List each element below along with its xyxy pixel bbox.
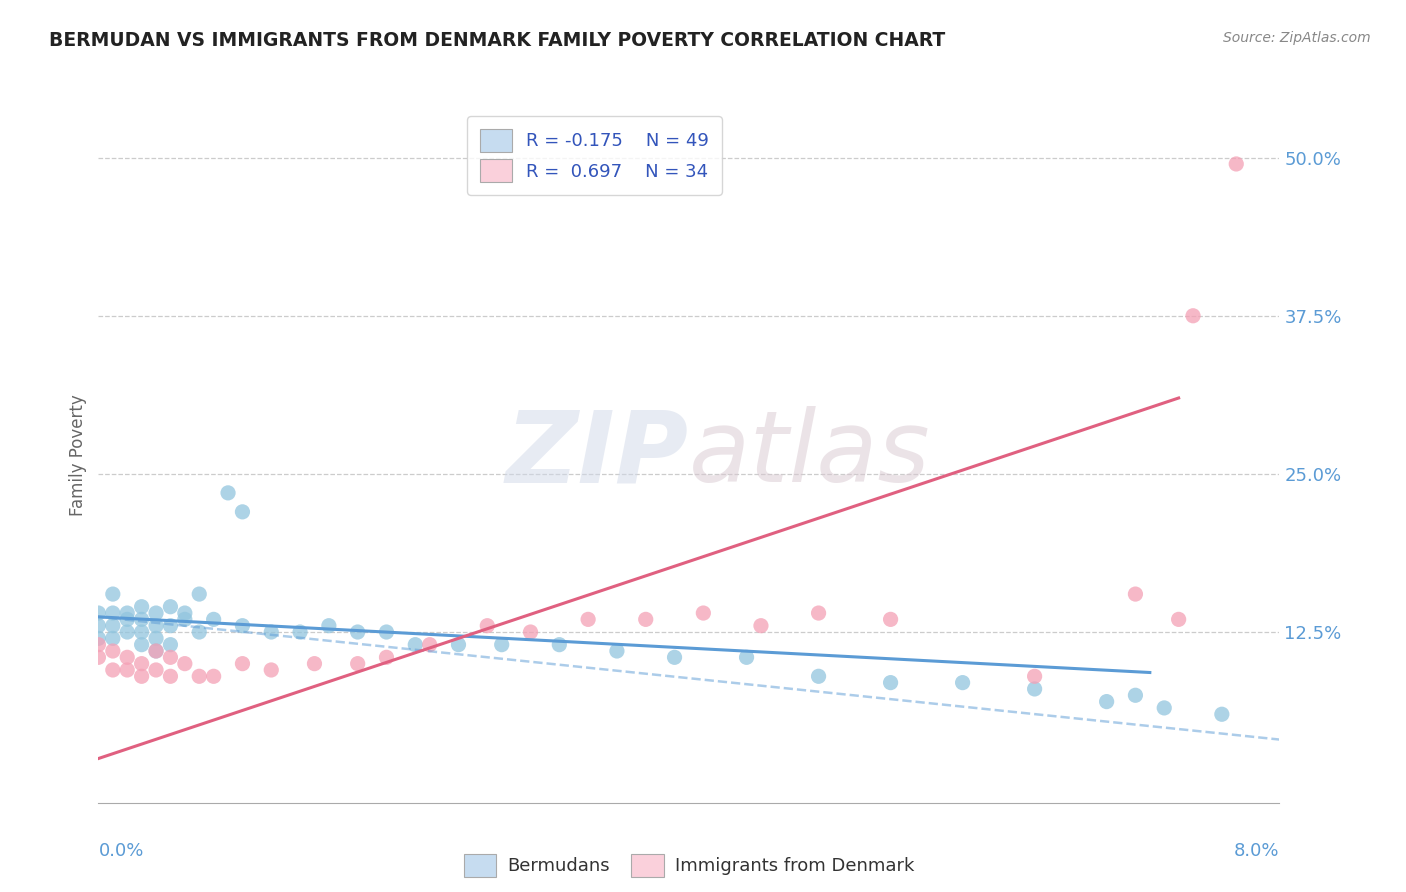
Point [477,618,499,632]
Point [447,638,470,652]
Point [131,599,153,614]
Point [807,606,830,620]
Point [1167,612,1189,626]
Point [749,618,772,632]
Point [735,650,758,665]
Point [217,486,239,500]
Text: atlas: atlas [689,407,931,503]
Point [115,650,138,665]
Point [145,618,167,632]
Point [131,657,153,671]
Point [879,612,901,626]
Point [1182,309,1205,323]
Point [173,612,195,626]
Point [159,650,181,665]
Point [1125,587,1147,601]
Text: 8.0%: 8.0% [1234,842,1279,860]
Text: ZIP: ZIP [506,407,689,503]
Point [491,638,513,652]
Point [304,657,326,671]
Point [1225,157,1247,171]
Point [375,650,398,665]
Point [188,587,211,601]
Point [1024,669,1046,683]
Point [145,644,167,658]
Point [404,638,426,652]
Point [231,618,253,632]
Point [115,606,138,620]
Point [519,625,541,640]
Point [879,675,901,690]
Point [173,606,195,620]
Point [634,612,657,626]
Point [145,644,167,658]
Point [188,625,211,640]
Point [101,587,124,601]
Point [576,612,599,626]
Point [101,618,124,632]
Text: 0.0%: 0.0% [98,842,143,860]
Point [131,669,153,683]
Point [692,606,714,620]
Point [1024,681,1046,696]
Point [87,650,110,665]
Point [664,650,686,665]
Point [1153,701,1175,715]
Point [952,675,974,690]
Point [202,612,225,626]
Point [145,606,167,620]
Point [202,669,225,683]
Point [87,638,110,652]
Point [145,663,167,677]
Point [1125,688,1147,702]
Point [231,657,253,671]
Point [131,612,153,626]
Point [548,638,571,652]
Point [87,618,110,632]
Point [173,657,195,671]
Point [260,625,283,640]
Point [346,625,368,640]
Point [101,663,124,677]
Point [145,632,167,646]
Y-axis label: Family Poverty: Family Poverty [69,394,87,516]
Point [260,663,283,677]
Point [101,606,124,620]
Text: Source: ZipAtlas.com: Source: ZipAtlas.com [1223,31,1371,45]
Point [188,669,211,683]
Point [115,625,138,640]
Point [159,618,181,632]
Point [375,625,398,640]
Point [131,638,153,652]
Point [159,669,181,683]
Point [115,663,138,677]
Point [159,599,181,614]
Point [288,625,311,640]
Point [346,657,368,671]
Point [419,638,441,652]
Point [101,644,124,658]
Point [87,606,110,620]
Point [807,669,830,683]
Point [159,638,181,652]
Point [606,644,628,658]
Point [115,612,138,626]
Point [318,618,340,632]
Point [1095,695,1118,709]
Point [101,632,124,646]
Legend: Bermudans, Immigrants from Denmark: Bermudans, Immigrants from Denmark [457,847,921,884]
Point [131,625,153,640]
Point [87,632,110,646]
Point [231,505,253,519]
Text: BERMUDAN VS IMMIGRANTS FROM DENMARK FAMILY POVERTY CORRELATION CHART: BERMUDAN VS IMMIGRANTS FROM DENMARK FAMI… [49,31,945,50]
Point [1211,707,1233,722]
